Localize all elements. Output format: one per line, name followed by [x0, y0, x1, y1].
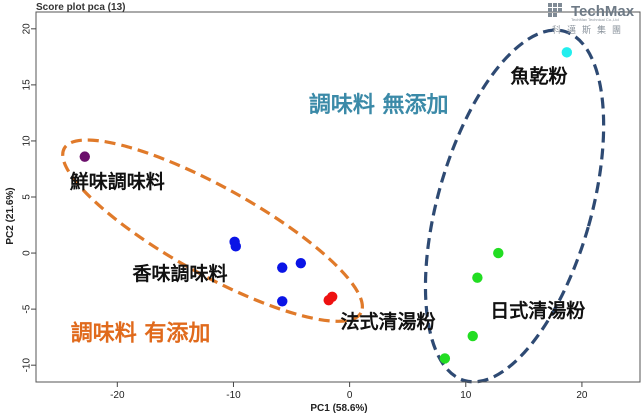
data-point [277, 296, 288, 307]
y-tick-label: 0 [22, 250, 33, 256]
y-tick-label: -5 [22, 304, 33, 313]
x-tick-label: 0 [347, 390, 353, 401]
x-tick-label: -20 [110, 390, 125, 401]
x-tick-label: 10 [460, 390, 472, 401]
series-annotation: 香味調味料 [132, 262, 228, 285]
data-point [439, 353, 451, 364]
data-point [79, 151, 90, 162]
data-point [467, 330, 478, 342]
axes: -20 -10 0 10 20 -10 -5 0 5 10 15 20 [22, 11, 641, 401]
group-ellipse-additive [61, 138, 364, 323]
series-annotation: 魚乾粉 [510, 65, 567, 88]
y-axis-title: PC2 (21.6%) [5, 187, 16, 244]
series-annotation: 鮮味調味料 [70, 170, 165, 193]
y-tick-label: 15 [22, 79, 33, 91]
y-tick-label: 5 [22, 194, 33, 200]
techmax-logo: TechMax TechMax Technical Co.,Ltd 科邁斯集團 [548, 3, 635, 36]
data-point [493, 247, 504, 259]
x-tick-label: -10 [226, 390, 241, 401]
techmax-logo-icon [548, 3, 562, 17]
y-tick-label: 10 [22, 135, 33, 147]
logo-name: TechMax [571, 3, 635, 20]
x-tick-label: 20 [576, 390, 588, 401]
group-label: 調味料 有添加 [71, 321, 211, 347]
series-annotation: 法式清湯粉 [340, 310, 435, 333]
data-point [277, 262, 288, 273]
data-points [79, 47, 573, 364]
x-axis-title: PC1 (58.6%) [310, 403, 367, 414]
data-point [323, 294, 334, 306]
data-point [472, 272, 483, 283]
plot-title: Score plot pca (13) [36, 2, 125, 13]
y-tick-label: -10 [22, 358, 33, 373]
logo-cjk: 科邁斯集團 [552, 24, 627, 36]
series-annotation: 日式清湯粉 [490, 299, 585, 322]
group-label: 調味料 無添加 [309, 92, 449, 118]
data-point [561, 47, 573, 58]
logo-subtitle: TechMax Technical Co.,Ltd [571, 17, 619, 22]
y-tick-label: 20 [22, 23, 33, 35]
data-point [295, 257, 307, 269]
data-point [230, 241, 241, 252]
